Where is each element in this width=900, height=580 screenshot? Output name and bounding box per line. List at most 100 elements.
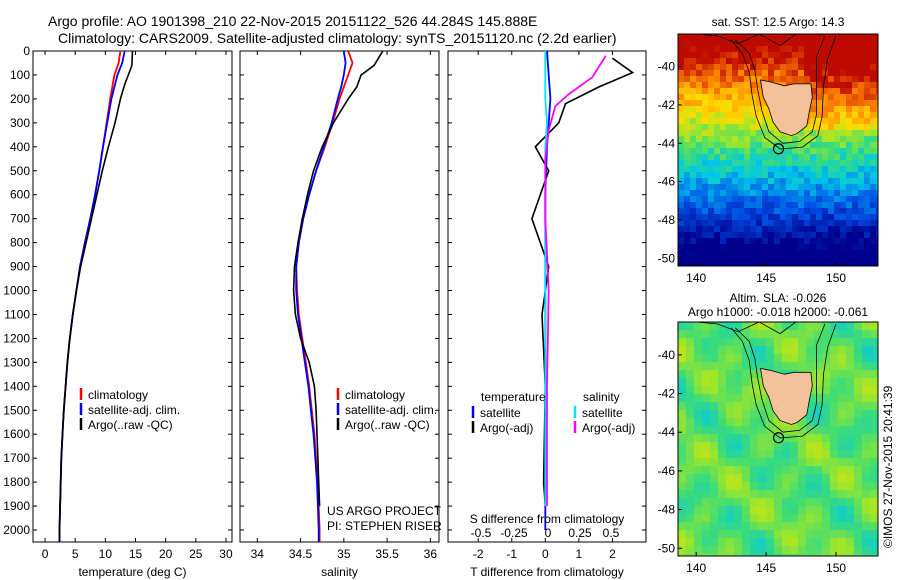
map-y-tick-label: -48: [658, 213, 676, 227]
x-tick-label: -2: [473, 547, 484, 561]
map-y-tick-label: -46: [658, 464, 676, 478]
x2-axis-label: S difference from climatology: [470, 512, 625, 526]
legend-label: Argo(-adj): [582, 421, 635, 435]
float-marker: [772, 432, 785, 444]
x2-tick-label: 0: [545, 526, 552, 540]
y-tick-label: 0: [23, 44, 30, 58]
y-tick-label: 2000: [3, 523, 30, 537]
x2-tick-label: 0.25: [568, 526, 592, 540]
map-frame: [677, 33, 879, 267]
x-axis-label: T difference from climatology: [470, 565, 624, 579]
profile-panel-3: -2 -1 0 1 2 T difference from climatology: [447, 50, 647, 579]
map-x-tick-label: 150: [826, 271, 846, 285]
y-tick-label: 200: [10, 92, 30, 106]
x-axis-label: temperature (deg C): [78, 565, 186, 579]
map-y-tick-label: -50: [658, 541, 676, 555]
x-tick-label: 35: [337, 547, 351, 561]
legend-label: satellite-adj. clim.: [88, 403, 180, 417]
x-tick-label: 10: [99, 547, 113, 561]
x-tick-label: 0: [42, 547, 49, 561]
y-tick-label: 1500: [3, 403, 30, 417]
legend-title-salinity: salinity: [583, 390, 620, 404]
series-line-1: [295, 50, 354, 542]
coastline-mainland: [682, 322, 840, 335]
map-x-tick-label: 140: [686, 561, 706, 575]
isobath-1: [735, 323, 826, 433]
y-tick-label: 1000: [3, 284, 30, 298]
map-y-tick-label: -48: [658, 503, 676, 517]
y-tick-label: 1900: [3, 499, 30, 513]
sst-map: -40 -42 -44 -46 -48 -50 140 145 150 sat. SST: 12.…: [658, 15, 879, 285]
x-tick-label: 25: [189, 547, 203, 561]
legend-label: satellite: [480, 406, 521, 420]
y-tick-label: 100: [10, 68, 30, 82]
legend-label: Argo(..raw -QC): [88, 418, 173, 432]
map-frame: [677, 321, 879, 557]
legend-label: Argo(..raw -QC): [345, 418, 430, 432]
series-line-2: [295, 50, 347, 542]
map-subtitle: Argo h1000: -0.018 h2000: -0.061: [688, 305, 868, 319]
y-tick-label: 1600: [3, 427, 30, 441]
y-tick-label: 600: [10, 188, 30, 202]
coastline-mainland: [682, 34, 840, 46]
x2-tick-label: -0.25: [500, 526, 528, 540]
annotation-pi: PI: STEPHEN RISER: [327, 519, 442, 533]
x-axis-label: salinity: [321, 565, 358, 579]
annotation-project: US ARGO PROJECT: [327, 504, 442, 518]
profile-panel-2: 34 34.5 35 35.5 36 salinity: [239, 50, 440, 579]
map-title: Altim. SLA: -0.026: [730, 291, 827, 305]
map-field: [678, 322, 878, 556]
map-y-tick-label: -42: [658, 387, 676, 401]
x-tick-label: 34.5: [289, 547, 313, 561]
float-marker: [772, 143, 785, 155]
x2-tick-label: -0.5: [471, 526, 492, 540]
y-tick-label: 1100: [4, 307, 30, 321]
y-tick-label: 800: [10, 236, 30, 250]
y-tick-label: 400: [10, 140, 30, 154]
series-line-3: [58, 50, 134, 542]
sla-map: -40 -42 -44 -46 -48 -50 140 145 150 Altim. SLA: -…: [658, 291, 879, 575]
legend-label: satellite: [582, 406, 623, 420]
x-tick-label: 0: [542, 547, 549, 561]
map-x-tick-label: 145: [756, 271, 776, 285]
legend-label: satellite-adj. clim.: [345, 403, 437, 417]
imos-stamp: ©IMOS 27-Nov-2015 20:41:39: [881, 385, 895, 548]
y-tick-label: 500: [10, 164, 30, 178]
y-tick-label: 1400: [3, 379, 30, 393]
legend-label: Argo(-adj): [480, 421, 533, 435]
map-x-tick-label: 140: [686, 271, 706, 285]
map-field: [678, 34, 878, 266]
series-line-3: [292, 50, 384, 507]
map-y-tick-label: -44: [658, 136, 676, 150]
series-line-4: [544, 55, 607, 507]
x-tick-label: 5: [72, 547, 79, 561]
legend-label: climatology: [88, 388, 148, 402]
land-tasmania: [760, 79, 813, 137]
panel-frame: [32, 50, 233, 543]
x2-tick-label: 0.5: [603, 526, 620, 540]
map-y-tick-label: -40: [658, 60, 676, 74]
map-y-tick-label: -46: [658, 175, 676, 189]
isobath-2: [730, 323, 837, 439]
y-tick-label: 700: [10, 212, 30, 226]
map-y-tick-label: -44: [658, 425, 676, 439]
legend-label: climatology: [345, 388, 405, 402]
legend-title-temperature: temperature: [481, 390, 546, 404]
map-title: sat. SST: 12.5 Argo: 14.3: [712, 15, 845, 29]
map-x-tick-label: 150: [826, 561, 846, 575]
map-y-tick-label: -42: [658, 98, 676, 112]
panel-frame: [239, 50, 440, 543]
map-y-tick-label: -50: [658, 251, 676, 265]
y-tick-label: 1700: [3, 451, 30, 465]
y-tick-label: 1300: [3, 355, 30, 369]
map-y-tick-label: -40: [658, 348, 676, 362]
series-line-1: [58, 50, 122, 542]
x-tick-label: 2: [609, 547, 616, 561]
x-tick-label: 35.5: [375, 547, 399, 561]
map-x-tick-label: 145: [756, 561, 776, 575]
x-tick-label: 1: [576, 547, 583, 561]
x-tick-label: 30: [219, 547, 233, 561]
x-tick-label: 36: [424, 547, 438, 561]
land-tasmania: [760, 367, 813, 425]
